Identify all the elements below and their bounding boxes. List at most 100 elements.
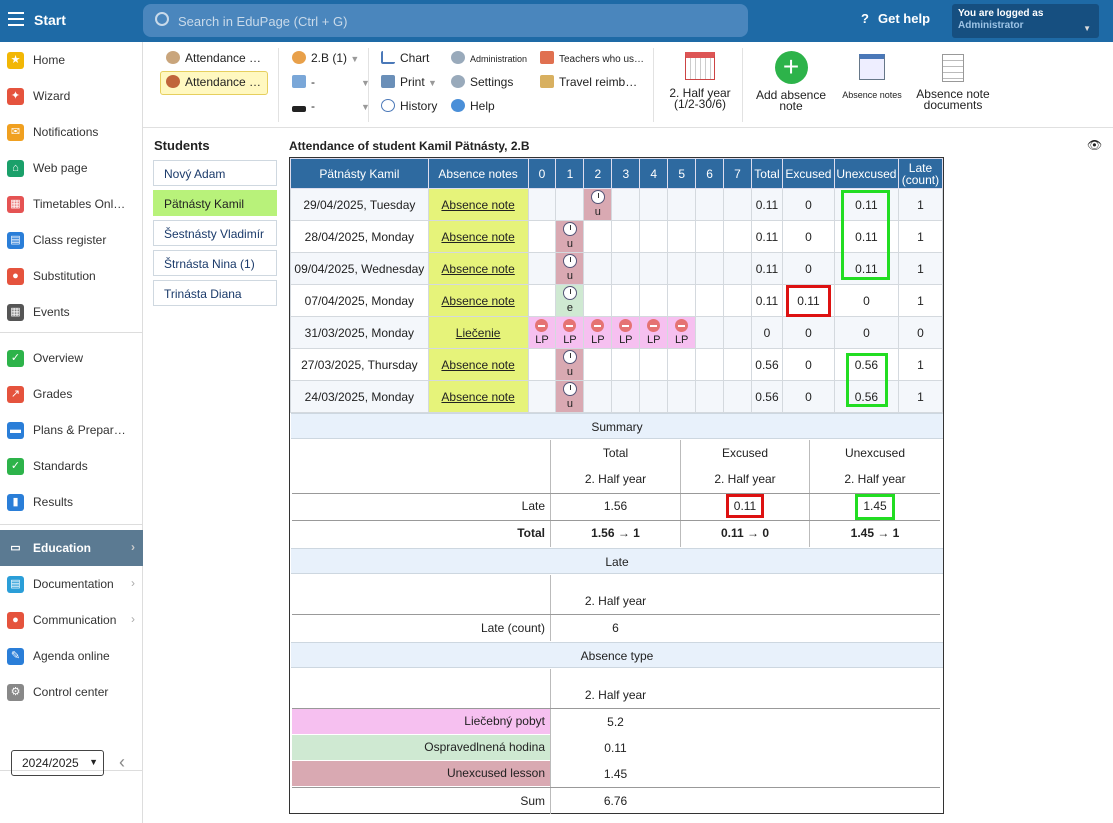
attendance-view-1[interactable]: Attendance … (166, 51, 261, 65)
divider (292, 708, 940, 709)
settings-button[interactable]: Settings (451, 75, 513, 89)
lesson-cell (527, 220, 557, 253)
col-total: Total (750, 158, 783, 189)
sidebar-item-events[interactable]: ▦ Events (0, 294, 143, 330)
start-link[interactable]: Start (34, 12, 66, 28)
sidebar-item-agenda-online[interactable]: ✎ Agenda online (0, 638, 143, 674)
group-select[interactable]: - ▼ (292, 75, 370, 89)
history-button[interactable]: History (381, 99, 437, 113)
attendance-view-2[interactable]: Attendance … (166, 75, 261, 89)
summary-late-unexcused: 1.45 (863, 499, 887, 513)
sidebar-item-overview[interactable]: ✓ Overview (0, 340, 143, 376)
sidebar-item-wizard[interactable]: ✦ Wizard (0, 78, 143, 114)
chart-icon: ↗ (7, 386, 24, 403)
menu-icon[interactable] (8, 12, 24, 26)
clock-icon (381, 99, 395, 112)
print-button[interactable]: Print ▼ (381, 75, 437, 89)
row-total: 0.11 (750, 284, 783, 317)
sidebar-item-documentation[interactable]: ▤ Documentation › (0, 566, 143, 602)
student-item[interactable]: Štrnásta Nina (1) (153, 250, 277, 276)
period-select[interactable]: 2. Half year (1/2-30/6) (666, 52, 734, 110)
lesson-cell[interactable]: LP (583, 316, 613, 349)
sidebar-item-label: Results (33, 495, 74, 509)
lesson-mark: LP (563, 334, 577, 346)
sidebar-item-web-page[interactable]: ⌂ Web page (0, 150, 143, 186)
sidebar-item-communication[interactable]: ● Communication › (0, 602, 143, 638)
collapse-sidebar-icon[interactable]: ‹ (119, 752, 125, 772)
table-row: 09/04/2025, Wednesday Absence note u 0.11 0 0… (290, 252, 944, 285)
sidebar-item-label: Education (33, 541, 92, 555)
absence-note-link[interactable]: Absence note (441, 197, 515, 212)
sidebar-item-notifications[interactable]: ✉ Notifications (0, 114, 143, 150)
sidebar-item-standards[interactable]: ✓ Standards (0, 448, 143, 484)
eye-icon[interactable]: 👁 (1087, 138, 1103, 152)
sidebar-item-control-center[interactable]: ⚙ Control center (0, 674, 143, 710)
teachers-label: Teachers who us… (559, 54, 645, 65)
student-item[interactable]: Trinásta Diana (153, 280, 277, 306)
help-label: Get help (878, 11, 931, 26)
sidebar-divider (0, 524, 143, 525)
student-item[interactable]: Šestnásty Vladimír (153, 220, 277, 246)
search-input[interactable]: Search in EduPage (Ctrl + G) (143, 4, 748, 37)
absence-notes-button[interactable]: Absence notes (837, 54, 907, 101)
lesson-cell[interactable]: e (555, 284, 585, 317)
lesson-cell[interactable]: LP (527, 316, 557, 349)
lesson-cell[interactable]: LP (667, 316, 697, 349)
student-item-selected[interactable]: Pätnásty Kamil (153, 190, 277, 216)
student-item[interactable]: Nový Adam (153, 160, 277, 186)
page-title: Attendance of student Kamil Pätnásty, 2.… (289, 139, 530, 153)
user-menu[interactable]: You are logged as Administrator ▼ (952, 4, 1099, 38)
lesson-cell[interactable]: LP (639, 316, 669, 349)
sidebar-item-plans-prepar[interactable]: ▬ Plans & Prepar… (0, 412, 143, 448)
help-button[interactable]: Help (451, 99, 495, 113)
attendance-table: Pätnásty Kamil Absence notes 0 1 2 3 4 5… (290, 158, 944, 413)
administration-button[interactable]: Administration (451, 51, 527, 64)
lesson-cell[interactable]: LP (611, 316, 641, 349)
chart-button[interactable]: Chart (381, 51, 429, 65)
summary-total-unexcused: 1.45 → 1 (850, 526, 900, 540)
lesson-mark: LP (619, 334, 633, 346)
lesson-cell (611, 252, 641, 285)
row-total: 0.11 (750, 220, 783, 253)
sidebar-item-results[interactable]: ▮ Results (0, 484, 143, 520)
teachers-button[interactable]: Teachers who us… (540, 51, 644, 65)
sidebar-item-label: Plans & Prepar… (33, 423, 126, 437)
sidebar-item-label: Standards (33, 459, 88, 473)
sidebar-item-home[interactable]: ★ Home (0, 42, 143, 78)
lesson-cell (527, 252, 557, 285)
travel-button[interactable]: Travel reimb… (540, 75, 637, 89)
lesson-cell[interactable]: LP (555, 316, 585, 349)
highlight-box-green (855, 494, 895, 520)
absence-note-link[interactable]: Absence note (441, 261, 515, 276)
absence-note-link[interactable]: Absence note (441, 293, 515, 308)
get-help-button[interactable]: ? Get help (858, 11, 930, 26)
lesson-cell (555, 188, 585, 221)
absence-note-link[interactable]: Liečenie (455, 325, 501, 340)
lesson-cell[interactable]: u (555, 252, 585, 285)
sidebar-item-class-register[interactable]: ▤ Class register (0, 222, 143, 258)
lesson-cell (639, 284, 669, 317)
absence-note-link[interactable]: Absence note (441, 389, 515, 404)
lesson-cell (611, 188, 641, 221)
sidebar-item-education[interactable]: ▭ Education › (0, 530, 143, 566)
lesson-cell (583, 284, 613, 317)
lesson-cell[interactable]: u (583, 188, 613, 221)
lesson-cell[interactable]: u (555, 380, 585, 413)
lesson-cell (695, 252, 725, 285)
lesson-cell (611, 348, 641, 381)
sidebar-item-substitution[interactable]: ● Substitution (0, 258, 143, 294)
lesson-cell[interactable]: u (555, 220, 585, 253)
lesson-cell (639, 380, 669, 413)
sidebar-item-grades[interactable]: ↗ Grades (0, 376, 143, 412)
class-select[interactable]: 2.B (1) ▼ (292, 51, 359, 65)
lesson-cell[interactable]: u (555, 348, 585, 381)
school-year-select[interactable]: 2024/2025 ▼ (11, 750, 104, 776)
table-row: 29/04/2025, Tuesday Absence note u 0.11 0 0.1… (290, 188, 944, 221)
sidebar-item-timetables-onl[interactable]: ▦ Timetables Onl… (0, 186, 143, 222)
subject-select[interactable]: - ▼ (292, 99, 370, 113)
absence-note-link[interactable]: Absence note (441, 357, 515, 372)
absence-note-documents-button[interactable]: Absence note documents (913, 54, 993, 111)
lesson-cell (723, 316, 752, 349)
add-absence-note-button[interactable]: + Add absence note (752, 51, 830, 112)
absence-note-link[interactable]: Absence note (441, 229, 515, 244)
